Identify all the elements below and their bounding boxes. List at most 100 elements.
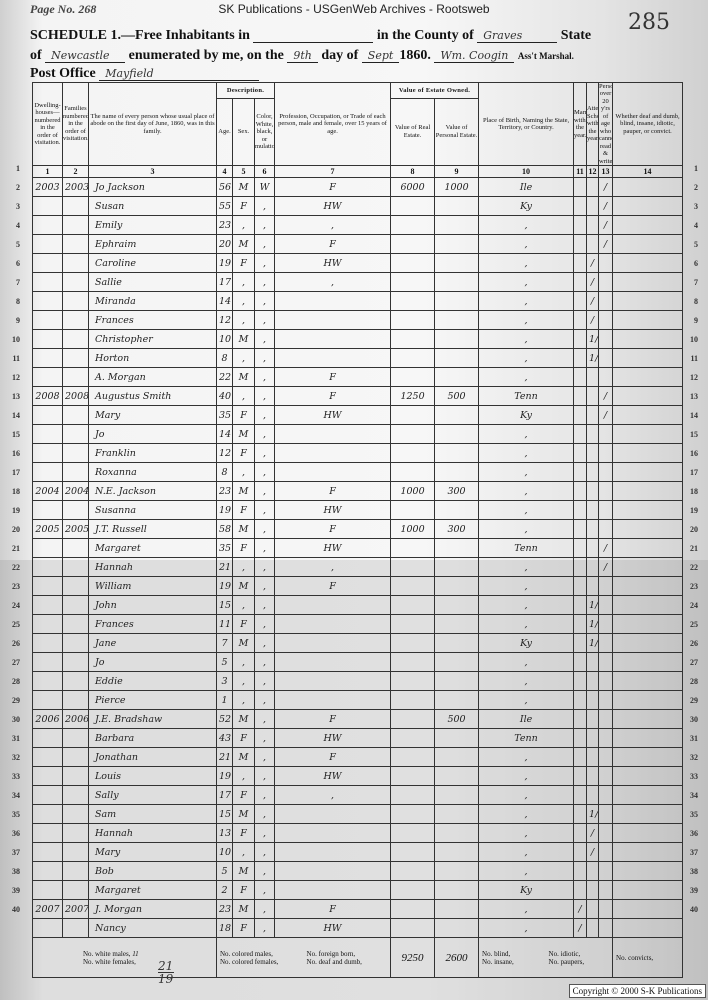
birthplace: , xyxy=(478,272,575,293)
married-in-year xyxy=(573,728,588,749)
occupation: , xyxy=(274,785,392,806)
personal-estate-value xyxy=(434,424,480,445)
line-number-left: 1 xyxy=(16,163,20,173)
personal-estate-value: 300 xyxy=(434,519,480,540)
family-number xyxy=(62,861,89,882)
occupation xyxy=(274,690,392,711)
birthplace: , xyxy=(478,462,575,483)
family-number xyxy=(62,652,89,673)
real-estate-value xyxy=(390,747,436,768)
real-estate-value xyxy=(390,595,436,616)
occupation: HW xyxy=(274,918,392,939)
cannot-read-write xyxy=(598,671,614,692)
color: , xyxy=(253,310,276,331)
disability xyxy=(612,709,684,730)
family-number xyxy=(62,253,89,274)
person-name: Frances xyxy=(88,310,217,331)
age: 35 xyxy=(216,405,233,426)
dwelling-number xyxy=(32,367,63,388)
birthplace: , xyxy=(478,234,575,255)
dwelling-number: 2006 xyxy=(32,709,63,730)
birthplace: , xyxy=(478,519,575,540)
attended-school: / xyxy=(586,842,600,863)
birthplace: Ile xyxy=(478,177,575,198)
person-name: William xyxy=(88,576,217,597)
personal-estate-value xyxy=(434,538,480,559)
line-number-right: 32 xyxy=(690,752,698,762)
real-estate-total: 9250 xyxy=(390,937,436,979)
age: 8 xyxy=(216,462,233,483)
table-row: Hannah 13 F,, / xyxy=(32,823,684,844)
line-number-left: 15 xyxy=(12,429,20,439)
sex: , xyxy=(232,595,255,616)
line-number-right: 21 xyxy=(690,543,698,553)
column-number: 13 xyxy=(598,165,614,179)
table-row: William 19 M, F, xyxy=(32,576,684,597)
line-number-left: 16 xyxy=(12,448,20,458)
birthplace: , xyxy=(478,329,575,350)
line-number-left: 34 xyxy=(12,790,20,800)
occupation xyxy=(274,633,392,654)
occupation xyxy=(274,823,392,844)
birthplace: , xyxy=(478,310,575,331)
line-number-right: 20 xyxy=(690,524,698,534)
sex: , xyxy=(232,462,255,483)
attended-school xyxy=(586,671,600,692)
sex: , xyxy=(232,310,255,331)
column-header-4: Age. xyxy=(216,97,233,167)
personal-estate-value xyxy=(434,804,480,825)
age: 56 xyxy=(216,177,233,198)
line-number-left: 11 xyxy=(12,353,20,363)
family-number: 2007 xyxy=(62,899,89,920)
attended-school xyxy=(586,386,600,407)
occupation xyxy=(274,880,392,901)
line-number-right: 31 xyxy=(690,733,698,743)
line-number-right: 10 xyxy=(690,334,698,344)
line-number-right: 15 xyxy=(690,429,698,439)
birthplace: , xyxy=(478,291,575,312)
line-number-left: 22 xyxy=(12,562,20,572)
age: 15 xyxy=(216,595,233,616)
age: 23 xyxy=(216,481,233,502)
line-number-right: 16 xyxy=(690,448,698,458)
occupation xyxy=(274,462,392,483)
dwelling-number xyxy=(32,918,63,939)
line-number-right: 26 xyxy=(690,638,698,648)
archive-banner: SK Publications - USGenWeb Archives - Ro… xyxy=(218,2,490,16)
attended-school: 1/ xyxy=(586,348,600,369)
disability xyxy=(612,424,684,445)
color: , xyxy=(253,671,276,692)
married-in-year xyxy=(573,329,588,350)
color: , xyxy=(253,576,276,597)
line-number-right: 22 xyxy=(690,562,698,572)
line-number-left: 21 xyxy=(12,543,20,553)
occupation: HW xyxy=(274,500,392,521)
line-number-right: 19 xyxy=(690,505,698,515)
line-number-right: 33 xyxy=(690,771,698,781)
real-estate-value xyxy=(390,880,436,901)
table-row: Jo 14 M,, xyxy=(32,424,684,445)
color: , xyxy=(253,500,276,521)
occupation: , xyxy=(274,272,392,293)
disability xyxy=(612,291,684,312)
personal-estate-value xyxy=(434,576,480,597)
table-row: Roxanna 8,,, xyxy=(32,462,684,483)
personal-estate-value xyxy=(434,595,480,616)
real-estate-value xyxy=(390,538,436,559)
color: , xyxy=(253,823,276,844)
cannot-read-write xyxy=(598,728,614,749)
color: , xyxy=(253,329,276,350)
real-estate-value xyxy=(390,500,436,521)
attended-school xyxy=(586,785,600,806)
disability xyxy=(612,348,684,369)
disability xyxy=(612,215,684,236)
occupation: F xyxy=(274,386,392,407)
line-number-right: 39 xyxy=(690,885,698,895)
cannot-read-write xyxy=(598,462,614,483)
occupation: F xyxy=(274,367,392,388)
line-number-left: 35 xyxy=(12,809,20,819)
dwelling-number xyxy=(32,861,63,882)
age: 55 xyxy=(216,196,233,217)
enumeration-line: of Newcastle enumerated by me, on the 9t… xyxy=(30,48,574,64)
person-name: Margaret xyxy=(88,880,217,901)
